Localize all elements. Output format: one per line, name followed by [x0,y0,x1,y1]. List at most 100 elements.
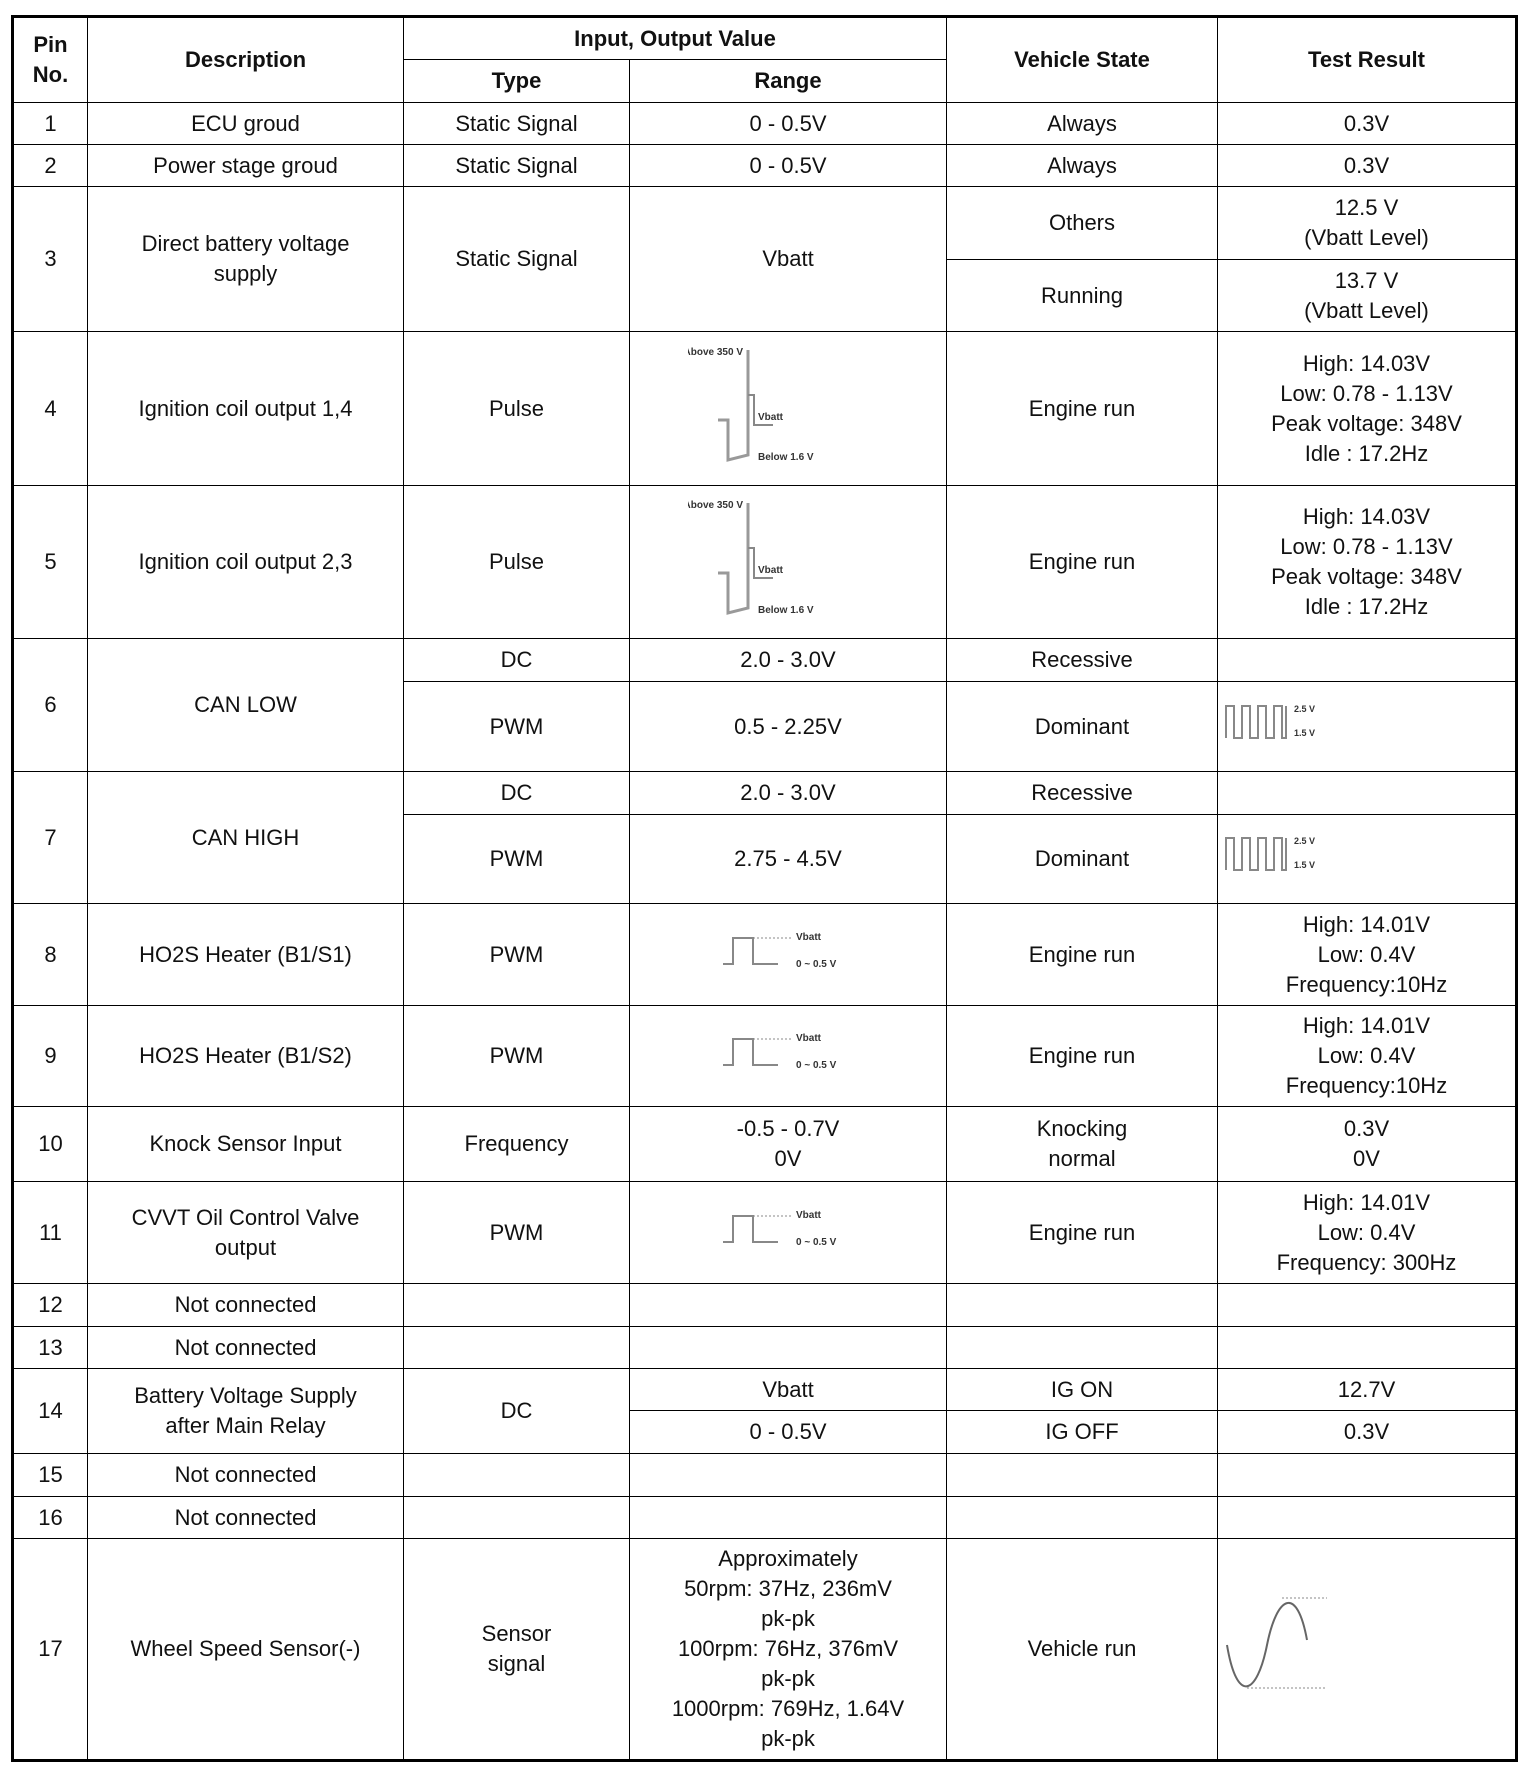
desc-cell: ECU groud [87,102,404,145]
type-cell: Sensor signal [403,1538,630,1761]
wave-label-low: 0 ~ 0.5 V [796,1060,837,1071]
pwm-waveform: Vbatt 0 ~ 0.5 V [723,1210,837,1248]
range-cell: Approximately 50rpm: 37Hz, 236mV pk-pk 1… [629,1538,947,1761]
header-io-value: Input, Output Value [403,16,947,60]
result-cell: High: 14.01V Low: 0.4V Frequency:10Hz [1217,903,1517,1006]
sine-waveform [1226,1597,1327,1689]
wave-label-high: Vbatt [796,1210,822,1221]
result-cell: High: 14.03V Low: 0.78 - 1.13V Peak volt… [1217,331,1517,486]
pin-cell: 12 [12,1283,88,1327]
desc-cell: Ignition coil output 1,4 [87,331,404,486]
desc-cell: Ignition coil output 2,3 [87,485,404,639]
result-cell: High: 14.01V Low: 0.4V Frequency:10Hz [1217,1005,1517,1107]
result-cell: 12.5 V (Vbatt Level) [1217,186,1517,260]
pin-cell: 8 [12,903,88,1006]
range-cell: Vbatt 0 ~ 0.5 V [629,1005,947,1107]
pin-cell: 2 [12,144,88,187]
pin-cell: 1 [12,102,88,145]
table-row: 8 HO2S Heater (B1/S1) PWM Vbatt 0 ~ 0.5 V E… [12,903,1517,1006]
range-cell: 0 - 0.5V [629,102,947,145]
result-cell: 0.3V [1217,1410,1517,1454]
range-cell: Above 350 V Vbatt Below 1.6 V [629,331,947,486]
table-row: 6 CAN LOW DC 2.0 - 3.0V Recessive [12,638,1517,772]
type-cell: Static Signal [403,144,630,187]
ignition-pulse-waveform: Above 350 V Vbatt Below 1.6 V [684,500,814,616]
result-cell [1217,771,1517,815]
pin-cell: 3 [12,186,88,332]
type-cell: PWM [403,1181,630,1284]
wave-label-high: Vbatt [796,932,822,943]
desc-cell: Not connected [87,1453,404,1497]
range-cell: Above 350 V Vbatt Below 1.6 V [629,485,947,639]
table-row: 14 Battery Voltage Supply after Main Rela… [12,1368,1517,1454]
type-cell: DC [403,771,630,815]
state-cell: Engine run [946,1181,1218,1284]
header-pin: Pin No. [12,16,88,103]
state-cell: Knocking normal [946,1106,1218,1182]
desc-cell: Battery Voltage Supply after Main Relay [87,1368,404,1454]
pin-cell: 6 [12,638,88,772]
result-cell: 0.3V 0V [1217,1106,1517,1182]
desc-cell: Not connected [87,1496,404,1539]
table-row: 3 Direct battery voltage supply Static Sig… [12,186,1517,332]
desc-cell: Wheel Speed Sensor(-) [87,1538,404,1761]
range-cell: 0 - 0.5V [629,144,947,187]
result-cell: High: 14.01V Low: 0.4V Frequency: 300Hz [1217,1181,1517,1284]
range-cell: Vbatt [629,1368,947,1411]
range-cell: Vbatt 0 ~ 0.5 V [629,903,947,1006]
pwm-waveform: Vbatt 0 ~ 0.5 V [723,932,837,970]
pin-cell: 14 [12,1368,88,1454]
range-cell: 0.5 - 2.25V [629,681,947,772]
table-row: 1 ECU groud Static Signal 0 - 0.5V Always 0.3… [12,102,1517,145]
table-row: 4 Ignition coil output 1,4 Pulse Above 350… [12,331,1517,486]
desc-cell: CVVT Oil Control Valve output [87,1181,404,1284]
table-row: 13 Not connected [12,1326,1517,1369]
pwm-waveform: Vbatt 0 ~ 0.5 V [723,1033,837,1071]
result-cell: 2.5 V 1.5 V [1217,814,1517,904]
wave-label-low: 1.5 V [1294,860,1315,870]
header-type: Type [403,59,630,103]
state-cell: Recessive [946,638,1218,682]
wave-label-high: 2.5 V [1294,836,1315,846]
state-cell: Running [946,259,1218,332]
type-cell: PWM [403,1005,630,1107]
state-cell: Dominant [946,814,1218,904]
wave-label-low: 0 ~ 0.5 V [796,959,837,970]
pin-cell: 13 [12,1326,88,1369]
type-cell: PWM [403,903,630,1006]
type-cell: Pulse [403,485,630,639]
table-row: 15 Not connected [12,1453,1517,1497]
state-cell: Engine run [946,331,1218,486]
desc-cell: HO2S Heater (B1/S2) [87,1005,404,1107]
wave-label-high: 2.5 V [1294,704,1315,714]
pin-cell: 9 [12,1005,88,1107]
wave-label-mid: Vbatt [758,565,784,576]
type-cell: Static Signal [403,186,630,332]
pin-cell: 10 [12,1106,88,1182]
table-row: 17 Wheel Speed Sensor(-) Sensor signal Appr… [12,1538,1517,1761]
header-test-result: Test Result [1217,16,1517,103]
wave-label-top: Above 350 V [688,500,743,511]
desc-cell: CAN HIGH [87,771,404,904]
state-cell: Engine run [946,485,1218,639]
type-cell: PWM [403,681,630,772]
desc-cell: Not connected [87,1326,404,1369]
type-cell: Static Signal [403,102,630,145]
desc-cell: CAN LOW [87,638,404,772]
table-row: 9 HO2S Heater (B1/S2) PWM Vbatt 0 ~ 0.5 V E… [12,1005,1517,1107]
result-cell [1217,638,1517,682]
wave-label-top: Above 350 V [688,347,743,358]
table-row: 5 Ignition coil output 2,3 Pulse Above 350… [12,485,1517,639]
result-cell: High: 14.03V Low: 0.78 - 1.13V Peak volt… [1217,485,1517,639]
can-square-waveform: 2.5 V 1.5 V [1225,704,1315,739]
state-cell: IG ON [946,1368,1218,1411]
state-cell: IG OFF [946,1410,1218,1454]
can-square-waveform: 2.5 V 1.5 V [1225,836,1315,871]
result-cell [1217,1538,1517,1761]
type-cell: PWM [403,814,630,904]
desc-cell: Direct battery voltage supply [87,186,404,332]
result-cell: 2.5 V 1.5 V [1217,681,1517,772]
wave-label-low: 0 ~ 0.5 V [796,1237,837,1248]
state-cell: Engine run [946,1005,1218,1107]
table-row: 7 CAN HIGH DC 2.0 - 3.0V Recessive [12,771,1517,904]
